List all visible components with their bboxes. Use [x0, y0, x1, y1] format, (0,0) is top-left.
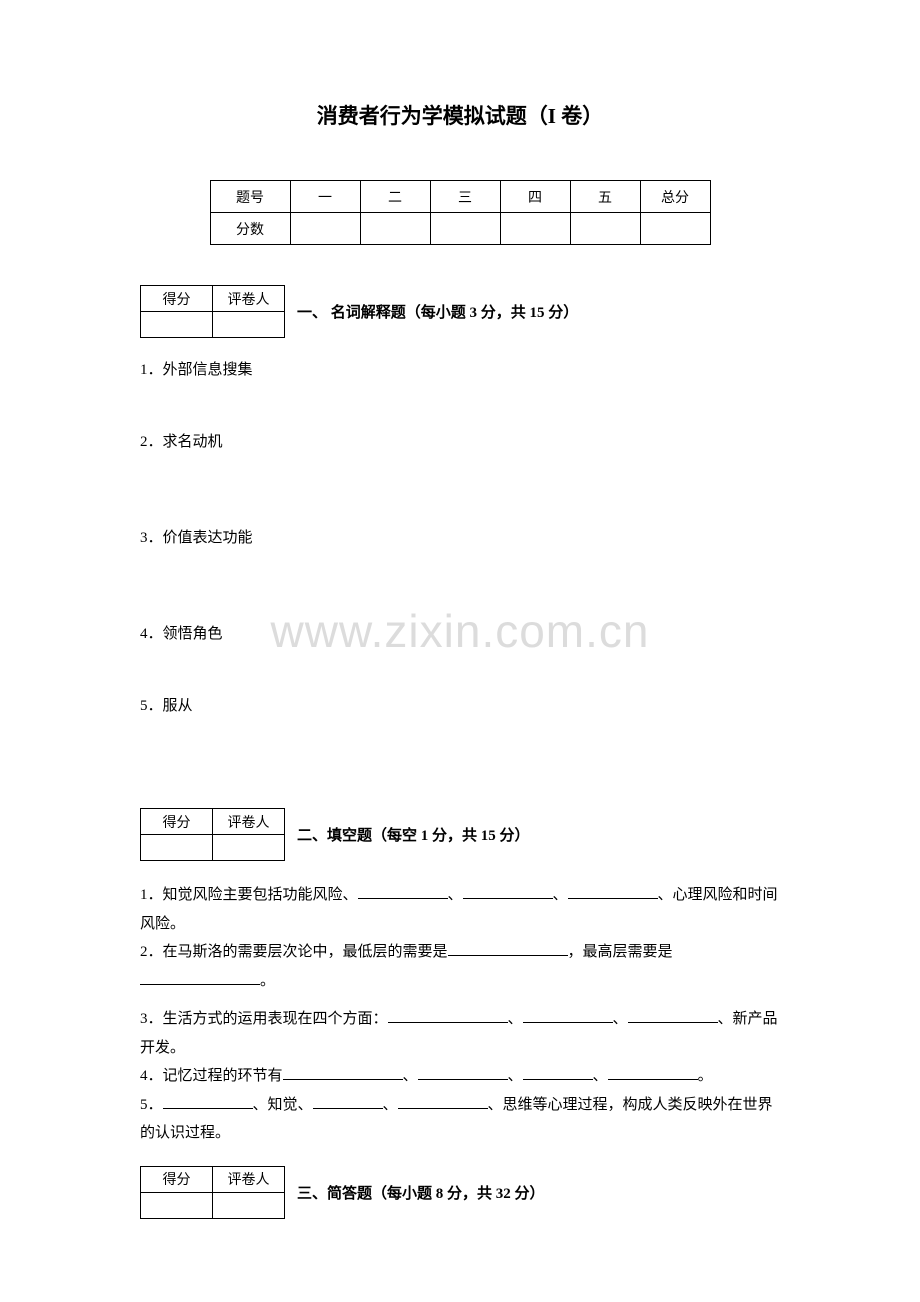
summary-score-3	[430, 213, 500, 245]
blank	[628, 1008, 718, 1023]
s1-q2: 2．求名动机	[140, 430, 780, 454]
s2-q4-e: 。	[698, 1068, 713, 1084]
grading-score-label: 得分	[141, 809, 213, 835]
blank	[388, 1008, 508, 1023]
section-3-header: 得分 评卷人 三、简答题（每小题 8 分，共 32 分）	[140, 1166, 780, 1219]
section-1-header: 得分 评卷人 一、 名词解释题（每小题 3 分，共 15 分）	[140, 285, 780, 338]
grading-score-label: 得分	[141, 1166, 213, 1192]
s2-q3: 3．生活方式的运用表现在四个方面：、、、新产品开发。	[140, 1005, 780, 1062]
section-2-questions: 1．知觉风险主要包括功能风险、、、、心理风险和时间风险。 2．在马斯洛的需要层次…	[140, 881, 780, 1148]
s2-q5-b: 、知觉、	[253, 1097, 313, 1113]
blank	[463, 884, 553, 899]
grading-box-2: 得分 评卷人	[140, 808, 285, 861]
s2-q2: 2．在马斯洛的需要层次论中，最低层的需要是 ，最高层需要是。	[140, 938, 780, 995]
s2-q2-a: 2．在马斯洛的需要层次论中，最低层的需要是	[140, 944, 448, 960]
s2-q5: 5．、知觉、、、思维等心理过程，构成人类反映外在世界的认识过程。	[140, 1091, 780, 1148]
summary-score-5	[570, 213, 640, 245]
s1-q4: 4．领悟角色	[140, 622, 780, 646]
blank	[163, 1094, 253, 1109]
grading-score-cell	[141, 312, 213, 338]
section-1-title: 一、 名词解释题（每小题 3 分，共 15 分）	[297, 301, 578, 322]
grading-grader-label: 评卷人	[213, 1166, 285, 1192]
grading-grader-cell	[213, 312, 285, 338]
section-2-header: 得分 评卷人 二、填空题（每空 1 分，共 15 分）	[140, 808, 780, 861]
grading-score-label: 得分	[141, 286, 213, 312]
score-summary-table: 题号 一 二 三 四 五 总分 分数	[210, 180, 711, 245]
grading-box-3: 得分 评卷人	[140, 1166, 285, 1219]
grading-grader-cell	[213, 835, 285, 861]
blank	[568, 884, 658, 899]
summary-col-total: 总分	[640, 181, 710, 213]
s2-q5-c: 、	[383, 1097, 398, 1113]
s2-q4-c: 、	[508, 1068, 523, 1084]
s2-q4-a: 4．记忆过程的环节有	[140, 1068, 283, 1084]
grading-score-cell	[141, 1192, 213, 1218]
summary-col-3: 三	[430, 181, 500, 213]
summary-score-1	[290, 213, 360, 245]
s2-q3-b: 、	[508, 1011, 523, 1027]
summary-score-total	[640, 213, 710, 245]
summary-row-label: 题号	[210, 181, 290, 213]
s2-q1: 1．知觉风险主要包括功能风险、、、、心理风险和时间风险。	[140, 881, 780, 938]
s2-q3-a: 3．生活方式的运用表现在四个方面：	[140, 1011, 388, 1027]
grading-box-1: 得分 评卷人	[140, 285, 285, 338]
section-1-questions: 1．外部信息搜集 2．求名动机 3．价值表达功能 4．领悟角色 5．服从	[140, 358, 780, 718]
blank	[140, 970, 260, 985]
s2-q2-c: 。	[260, 973, 275, 989]
blank	[608, 1065, 698, 1080]
s2-q1-b: 、	[448, 887, 463, 903]
blank	[523, 1065, 593, 1080]
grading-grader-label: 评卷人	[213, 809, 285, 835]
summary-col-4: 四	[500, 181, 570, 213]
grading-grader-cell	[213, 1192, 285, 1218]
blank	[398, 1094, 488, 1109]
summary-col-2: 二	[360, 181, 430, 213]
summary-col-5: 五	[570, 181, 640, 213]
blank	[448, 941, 568, 956]
s2-q2-b: ，最高层需要是	[568, 944, 673, 960]
s2-q1-a: 1．知觉风险主要包括功能风险、	[140, 887, 358, 903]
blank	[313, 1094, 383, 1109]
blank	[358, 884, 448, 899]
summary-score-label: 分数	[210, 213, 290, 245]
s2-q5-a: 5．	[140, 1097, 163, 1113]
s2-q1-c: 、	[553, 887, 568, 903]
blank	[283, 1065, 403, 1080]
s2-q4: 4．记忆过程的环节有 、 、 、 。	[140, 1062, 780, 1091]
blank	[418, 1065, 508, 1080]
section-2-title: 二、填空题（每空 1 分，共 15 分）	[297, 824, 530, 845]
s2-q4-d: 、	[593, 1068, 608, 1084]
page-title: 消费者行为学模拟试题（I 卷）	[140, 100, 780, 130]
s1-q1: 1．外部信息搜集	[140, 358, 780, 382]
s1-q5: 5．服从	[140, 694, 780, 718]
section-3-title: 三、简答题（每小题 8 分，共 32 分）	[297, 1182, 545, 1203]
summary-col-1: 一	[290, 181, 360, 213]
s1-q3: 3．价值表达功能	[140, 526, 780, 550]
s2-q3-c: 、	[613, 1011, 628, 1027]
grading-grader-label: 评卷人	[213, 286, 285, 312]
s2-q4-b: 、	[403, 1068, 418, 1084]
grading-score-cell	[141, 835, 213, 861]
summary-score-4	[500, 213, 570, 245]
blank	[523, 1008, 613, 1023]
summary-score-2	[360, 213, 430, 245]
